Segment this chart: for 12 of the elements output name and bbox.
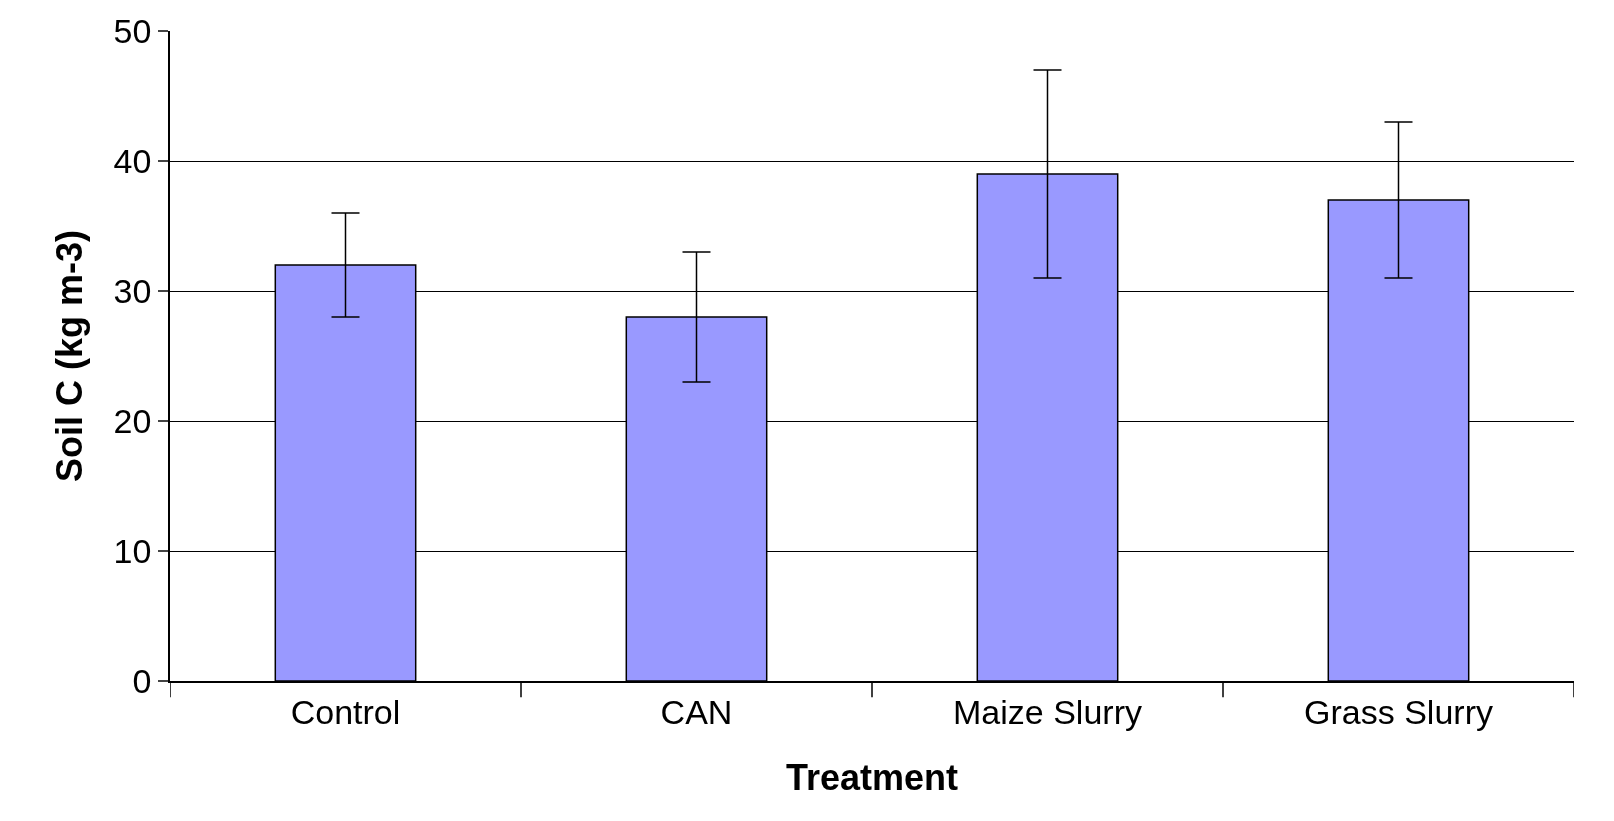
x-tick-label: Control [290, 692, 401, 731]
y-axis-title: Soil C (kg m-3) [49, 229, 91, 483]
y-tick-label: 50 [113, 11, 152, 50]
y-tick-label: 30 [113, 271, 152, 310]
y-tick-label: 10 [113, 531, 152, 570]
x-tick-label: CAN [660, 692, 733, 731]
y-tick-label: 20 [113, 401, 152, 440]
x-axis-title: Treatment [785, 756, 959, 798]
y-tick-label: 40 [113, 141, 152, 180]
y-tick-label: 0 [132, 661, 152, 700]
x-tick-label: Grass Slurry [1304, 692, 1493, 731]
x-tick-label: Maize Slurry [953, 692, 1142, 731]
